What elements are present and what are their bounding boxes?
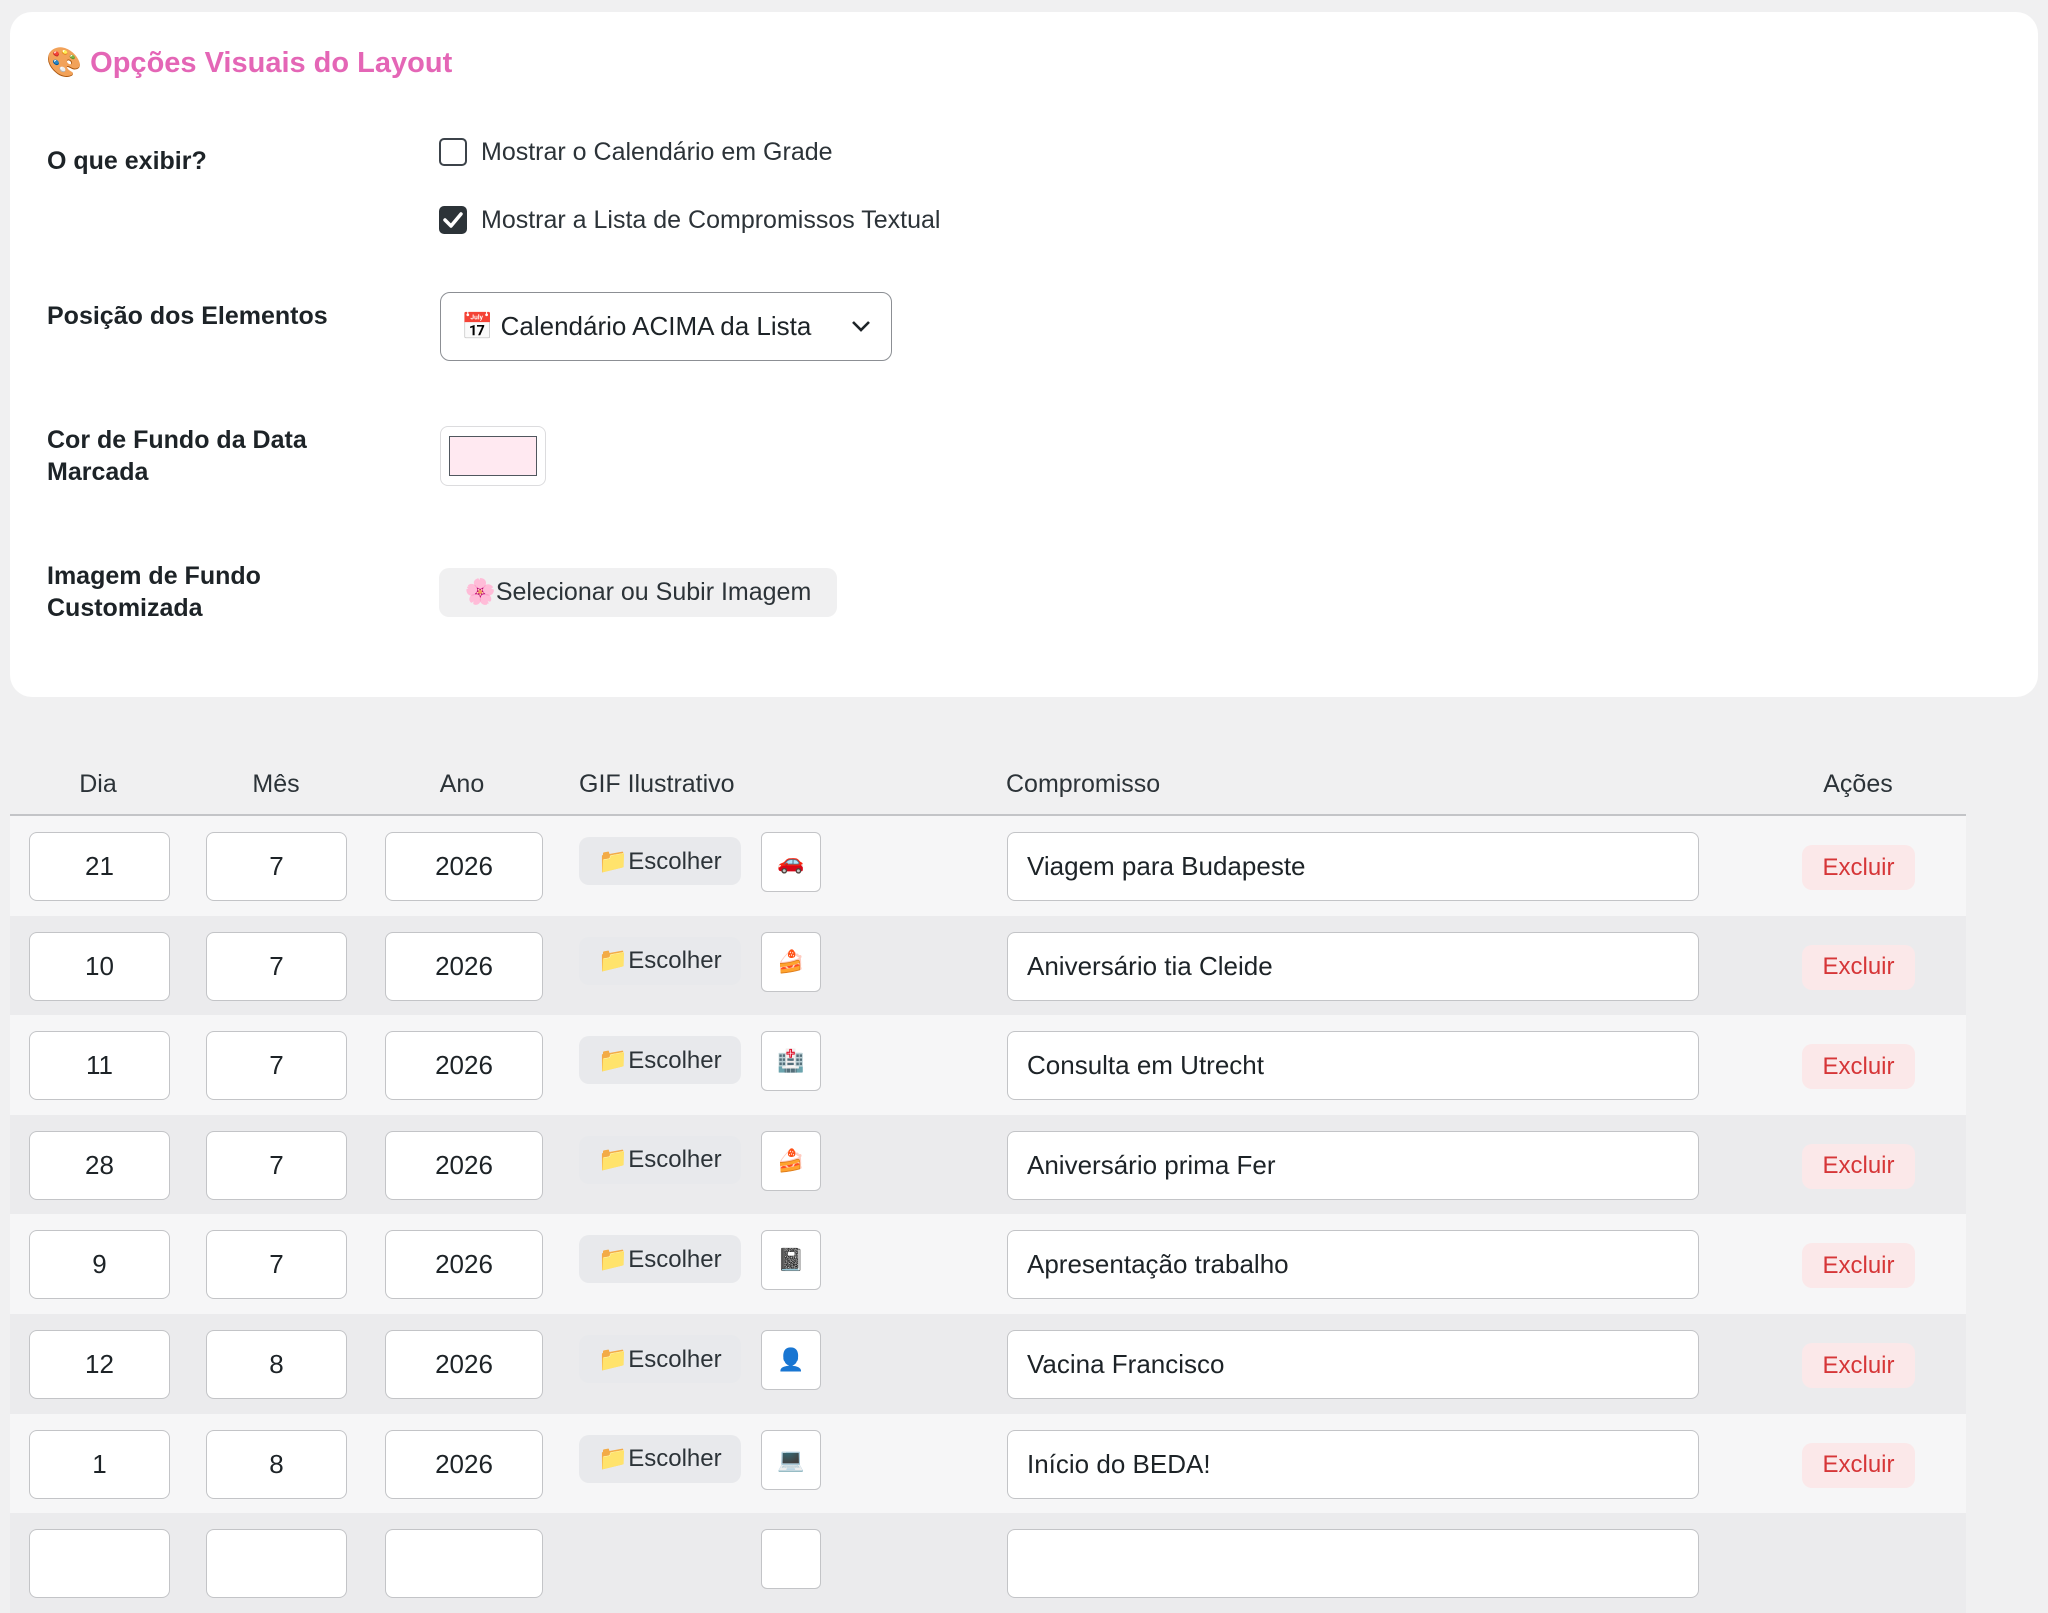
appointment-input[interactable]	[1007, 1529, 1699, 1599]
appointment-input[interactable]: Aniversário tia Cleide	[1007, 931, 1699, 1001]
field-label: Imagem de Fundo Customizada	[47, 562, 261, 622]
select-value: 📅 Calendário ACIMA da Lista	[461, 311, 812, 341]
gif-preview: 📓	[761, 1230, 821, 1291]
gif-preview: 🏥	[761, 1031, 821, 1092]
day-input[interactable]: 1	[29, 1429, 170, 1499]
gif-preview: 🍰	[761, 931, 821, 992]
day-input[interactable]	[29, 1529, 170, 1599]
choose-button[interactable]: 📁Escolher	[579, 1434, 741, 1483]
year-input[interactable]: 2026	[385, 1031, 543, 1101]
appointment-input[interactable]: Vacina Francisco	[1007, 1330, 1699, 1399]
year-input[interactable]: 2026	[385, 1330, 543, 1399]
upload-button[interactable]: 🌸Selecionar ou Subir Imagem	[439, 568, 837, 617]
column-header: Dia	[79, 770, 117, 798]
delete-button[interactable]: Excluir	[1802, 1343, 1915, 1388]
month-input[interactable]: 7	[206, 832, 347, 901]
year-input[interactable]: 2026	[385, 832, 543, 901]
year-input[interactable]: 2026	[385, 1130, 543, 1200]
check-mark	[443, 212, 463, 228]
choose-button[interactable]: 📁Escolher	[579, 936, 741, 985]
year-input[interactable]	[385, 1529, 543, 1599]
month-input[interactable]: 7	[206, 931, 347, 1001]
delete-button[interactable]: Excluir	[1802, 944, 1915, 990]
field-label: O que exibir?	[47, 147, 207, 175]
appointment-input[interactable]: Consulta em Utrecht	[1007, 1031, 1699, 1101]
month-input[interactable]: 7	[206, 1230, 347, 1300]
column-header: Ações	[1823, 770, 1893, 798]
color-swatch	[449, 436, 537, 476]
select[interactable]: 📅 Calendário ACIMA da Lista	[440, 292, 892, 361]
year-input[interactable]: 2026	[385, 1429, 543, 1499]
delete-button[interactable]: Excluir	[1802, 845, 1915, 890]
month-input[interactable]: 7	[206, 1031, 347, 1101]
delete-button[interactable]: Excluir	[1802, 1044, 1915, 1090]
gif-preview: 🚗	[761, 832, 821, 892]
day-input[interactable]: 12	[29, 1330, 170, 1399]
day-input[interactable]: 28	[29, 1130, 170, 1200]
checkbox-label: Mostrar a Lista de Compromissos Textual	[481, 206, 941, 234]
month-input[interactable]	[206, 1529, 347, 1599]
day-input[interactable]: 21	[29, 832, 170, 901]
page: (() => { const data = JSON.parse(documen…	[10, 12, 2038, 1599]
choose-button[interactable]: 📁Escolher	[579, 837, 741, 885]
gif-preview	[761, 1529, 821, 1590]
panel-title: 🎨 Opções Visuais do Layout	[46, 47, 453, 79]
color-picker[interactable]	[440, 426, 546, 486]
day-input[interactable]: 10	[29, 931, 170, 1001]
field-label: Posição dos Elementos	[47, 302, 328, 330]
delete-button[interactable]: Excluir	[1802, 1243, 1915, 1289]
column-header: Compromisso	[1006, 770, 1161, 798]
delete-button[interactable]: Excluir	[1802, 1143, 1915, 1189]
column-header: Ano	[439, 770, 485, 798]
field-label: Cor de Fundo da Data Marcada	[47, 426, 307, 486]
column-header: GIF Ilustrativo	[579, 770, 735, 798]
choose-button[interactable]: 📁Escolher	[579, 1135, 741, 1184]
header-divider	[10, 814, 1966, 816]
gif-preview: 💻	[761, 1429, 821, 1490]
appointment-input[interactable]: Início do BEDA!	[1007, 1429, 1699, 1499]
options-card	[10, 12, 2038, 697]
day-input[interactable]: 9	[29, 1230, 170, 1300]
gif-preview: 🍰	[761, 1130, 821, 1191]
month-input[interactable]: 7	[206, 1130, 347, 1200]
chevron	[852, 320, 870, 332]
year-input[interactable]: 2026	[385, 931, 543, 1001]
month-input[interactable]: 8	[206, 1330, 347, 1399]
checkbox-label: Mostrar o Calendário em Grade	[481, 138, 833, 166]
appointment-input[interactable]: Apresentação trabalho	[1007, 1230, 1699, 1300]
choose-button[interactable]: 📁Escolher	[579, 1235, 741, 1284]
year-input[interactable]: 2026	[385, 1230, 543, 1300]
gif-preview: 👤	[761, 1330, 821, 1390]
column-header: Mês	[252, 770, 300, 798]
day-input[interactable]: 11	[29, 1031, 170, 1101]
appointment-input[interactable]: Aniversário prima Fer	[1007, 1130, 1699, 1200]
month-input[interactable]: 8	[206, 1429, 347, 1499]
appointment-input[interactable]: Viagem para Budapeste	[1007, 832, 1699, 901]
checkbox[interactable]	[439, 206, 467, 234]
choose-button[interactable]: 📁Escolher	[579, 1335, 741, 1383]
delete-button[interactable]: Excluir	[1802, 1442, 1915, 1488]
checkbox[interactable]	[439, 138, 467, 166]
choose-button[interactable]: 📁Escolher	[579, 1036, 741, 1085]
